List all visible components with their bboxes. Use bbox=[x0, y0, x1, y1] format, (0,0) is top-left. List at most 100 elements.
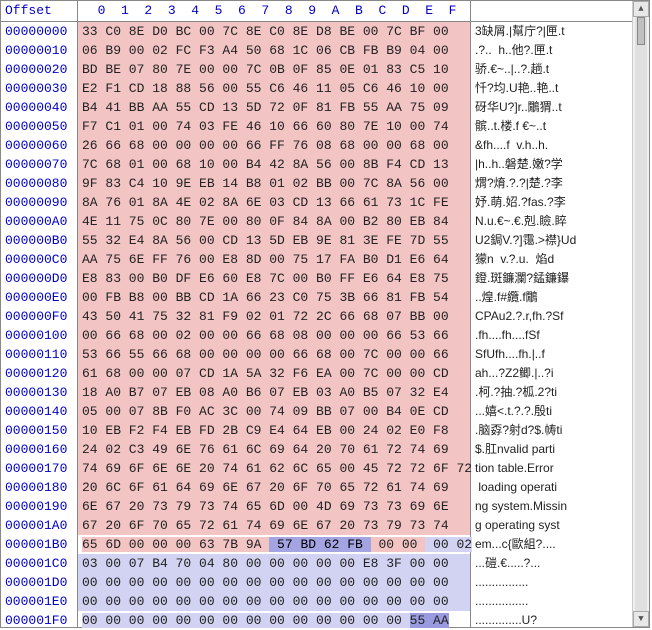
offset-cell: 00000170 bbox=[1, 459, 77, 478]
hex-row[interactable]: 33 C0 8E D0 BC 00 7C 8E C0 8E D8 BE 00 7… bbox=[78, 22, 470, 41]
ascii-column: 3缺屑.|幫庁?|匣.t.?.. h..他?.匣.t骄.€~..|..?.趟.t… bbox=[471, 1, 632, 627]
offset-cell: 000000C0 bbox=[1, 250, 77, 269]
ascii-row: .fh....fh....fSf bbox=[471, 326, 632, 345]
hex-row[interactable]: 65 6D 00 00 00 63 7B 9A 57 BD 62 FB 00 0… bbox=[78, 535, 470, 554]
hex-editor: Offset 000000000000001000000020000000300… bbox=[0, 0, 650, 628]
hex-bytes[interactable]: 57 BD 62 FB bbox=[269, 537, 370, 552]
ascii-row: .?.. h..他?.匣.t bbox=[471, 41, 632, 60]
hex-row[interactable]: 24 02 C3 49 6E 76 61 6C 69 64 20 70 61 7… bbox=[78, 440, 470, 459]
ascii-row: $.肛nvalid parti bbox=[471, 440, 632, 459]
offset-cell: 000000B0 bbox=[1, 231, 77, 250]
ascii-row: &fh....f v.h..h. bbox=[471, 136, 632, 155]
hex-row[interactable]: 4E 11 75 0C 80 7E 00 80 0F 84 8A 00 B2 8… bbox=[78, 212, 470, 231]
hex-row[interactable]: B4 41 BB AA 55 CD 13 5D 72 0F 81 FB 55 A… bbox=[78, 98, 470, 117]
hex-row[interactable]: 00 00 00 00 00 00 00 00 00 00 00 00 00 0… bbox=[78, 592, 470, 611]
hex-row[interactable]: 00 FB B8 00 BB CD 1A 66 23 C0 75 3B 66 8… bbox=[78, 288, 470, 307]
offset-cell: 00000060 bbox=[1, 136, 77, 155]
ascii-row: .脑孬?射d?$.帱ti bbox=[471, 421, 632, 440]
hex-row[interactable]: F7 C1 01 00 74 03 FE 46 10 66 60 80 7E 1… bbox=[78, 117, 470, 136]
hex-column: 0 1 2 3 4 5 6 7 8 9 A B C D E F 33 C0 8E… bbox=[78, 1, 471, 627]
hex-row[interactable]: 53 66 55 66 68 00 00 00 00 66 68 00 7C 0… bbox=[78, 345, 470, 364]
ascii-row: 鐙.斑鐮瀾?錳鐮鑤 bbox=[471, 269, 632, 288]
ascii-row: ng system.Missin bbox=[471, 497, 632, 516]
ascii-rows: 3缺屑.|幫庁?|匣.t.?.. h..他?.匣.t骄.€~..|..?.趟.t… bbox=[471, 22, 632, 627]
ascii-row: ................ bbox=[471, 592, 632, 611]
offset-cell: 00000040 bbox=[1, 98, 77, 117]
offset-cell: 00000150 bbox=[1, 421, 77, 440]
ascii-row: ................ bbox=[471, 573, 632, 592]
offset-cell: 000001D0 bbox=[1, 573, 77, 592]
offset-header: Offset bbox=[1, 1, 77, 22]
ascii-row: tion table.Error bbox=[471, 459, 632, 478]
hex-row[interactable]: 00 66 68 00 02 00 00 66 68 08 00 00 00 6… bbox=[78, 326, 470, 345]
hex-row[interactable]: 6E 67 20 73 79 73 74 65 6D 00 4D 69 73 7… bbox=[78, 497, 470, 516]
ascii-row: U2鋦V.?]霭.>襟}Ud bbox=[471, 231, 632, 250]
offset-cell: 000001F0 bbox=[1, 611, 77, 630]
ascii-row: 骄.€~..|..?.趟.t bbox=[471, 60, 632, 79]
hex-bytes[interactable]: 00 00 bbox=[371, 537, 426, 552]
hex-row[interactable]: E8 83 00 B0 DF E6 60 E8 7C 00 B0 FF E6 6… bbox=[78, 269, 470, 288]
hex-row[interactable]: 06 B9 00 02 FC F3 A4 50 68 1C 06 CB FB B… bbox=[78, 41, 470, 60]
hex-row[interactable]: 43 50 41 75 32 81 F9 02 01 72 2C 66 68 0… bbox=[78, 307, 470, 326]
hex-row[interactable]: 05 00 07 8B F0 AC 3C 00 74 09 BB 07 00 B… bbox=[78, 402, 470, 421]
ascii-row: 髌..t.楼.f €~..t bbox=[471, 117, 632, 136]
hex-bytes[interactable]: 00 00 00 00 00 00 00 00 00 00 00 00 00 0… bbox=[82, 613, 410, 628]
offset-cell: 00000050 bbox=[1, 117, 77, 136]
hex-row[interactable]: E2 F1 CD 18 88 56 00 55 C6 46 11 05 C6 4… bbox=[78, 79, 470, 98]
ascii-row: 3缺屑.|幫庁?|匣.t bbox=[471, 22, 632, 41]
ascii-row: ...嬉<.t.?.?.殷ti bbox=[471, 402, 632, 421]
offset-cell: 00000080 bbox=[1, 174, 77, 193]
scrollbar-thumb[interactable] bbox=[637, 17, 645, 45]
ascii-row: ..............U? bbox=[471, 611, 632, 627]
hex-row[interactable]: AA 75 6E FF 76 00 E8 8D 00 75 17 FA B0 D… bbox=[78, 250, 470, 269]
hex-row[interactable]: 67 20 6F 70 65 72 61 74 69 6E 67 20 73 7… bbox=[78, 516, 470, 535]
hex-bytes[interactable]: 55 AA bbox=[410, 613, 449, 628]
scroll-down-arrow[interactable]: ▼ bbox=[633, 611, 649, 627]
offset-cell: 00000190 bbox=[1, 497, 77, 516]
hex-row[interactable]: 7C 68 01 00 68 10 00 B4 42 8A 56 00 8B F… bbox=[78, 155, 470, 174]
ascii-row: ah...?Z2鲫.|..?i bbox=[471, 364, 632, 383]
offset-cell: 00000120 bbox=[1, 364, 77, 383]
offset-cell: 00000000 bbox=[1, 22, 77, 41]
hex-header: 0 1 2 3 4 5 6 7 8 9 A B C D E F bbox=[78, 1, 470, 22]
hex-bytes[interactable]: 00 02 bbox=[425, 537, 472, 552]
ascii-row: 妤.萌.妱.?fas.?李 bbox=[471, 193, 632, 212]
ascii-row: |h..h..磐楚.嫩?学 bbox=[471, 155, 632, 174]
offset-cell: 00000160 bbox=[1, 440, 77, 459]
hex-row[interactable]: 18 A0 B7 07 EB 08 A0 B6 07 EB 03 A0 B5 0… bbox=[78, 383, 470, 402]
offset-cell: 000000E0 bbox=[1, 288, 77, 307]
offset-cell: 00000010 bbox=[1, 41, 77, 60]
hex-row[interactable]: 10 EB F2 F4 EB FD 2B C9 E4 64 EB 00 24 0… bbox=[78, 421, 470, 440]
ascii-row: CPAu2.?.r,fh.?Sf bbox=[471, 307, 632, 326]
hex-row[interactable]: 20 6C 6F 61 64 69 6E 67 20 6F 70 65 72 6… bbox=[78, 478, 470, 497]
hex-row[interactable]: 00 00 00 00 00 00 00 00 00 00 00 00 00 0… bbox=[78, 611, 470, 630]
offset-cell: 000001A0 bbox=[1, 516, 77, 535]
hex-row[interactable]: 74 69 6F 6E 6E 20 74 61 62 6C 65 00 45 7… bbox=[78, 459, 470, 478]
offset-cell: 000001C0 bbox=[1, 554, 77, 573]
ascii-row: 砑华U?]r..鷳猬..t bbox=[471, 98, 632, 117]
ascii-row: g operating syst bbox=[471, 516, 632, 535]
hex-row[interactable]: 55 32 E4 8A 56 00 CD 13 5D EB 9E 81 3E F… bbox=[78, 231, 470, 250]
hex-row[interactable]: 26 66 68 00 00 00 00 66 FF 76 08 68 00 0… bbox=[78, 136, 470, 155]
hex-row[interactable]: BD BE 07 80 7E 00 00 7C 0B 0F 85 0E 01 8… bbox=[78, 60, 470, 79]
hex-row[interactable]: 00 00 00 00 00 00 00 00 00 00 00 00 00 0… bbox=[78, 573, 470, 592]
offset-cell: 00000140 bbox=[1, 402, 77, 421]
ascii-row: loading operati bbox=[471, 478, 632, 497]
offset-cell: 000001B0 bbox=[1, 535, 77, 554]
hex-rows[interactable]: 33 C0 8E D0 BC 00 7C 8E C0 8E D8 BE 00 7… bbox=[78, 22, 470, 630]
hex-row[interactable]: 03 00 07 B4 70 04 80 00 00 00 00 00 E8 3… bbox=[78, 554, 470, 573]
ascii-row: SfUfh....fh.|..f bbox=[471, 345, 632, 364]
ascii-row: 忏?均.U艳..艳..t bbox=[471, 79, 632, 98]
ascii-row: N.u.€~.€.剋.瞼.睟 bbox=[471, 212, 632, 231]
offset-column: Offset 000000000000001000000020000000300… bbox=[1, 1, 78, 627]
hex-row[interactable]: 8A 76 01 8A 4E 02 8A 6E 03 CD 13 66 61 7… bbox=[78, 193, 470, 212]
scroll-up-arrow[interactable]: ▲ bbox=[633, 1, 649, 17]
ascii-row: 獴n v.?.u. 焰d bbox=[471, 250, 632, 269]
hex-bytes[interactable]: 65 6D 00 00 00 63 7B 9A bbox=[82, 537, 269, 552]
offset-cell: 00000070 bbox=[1, 155, 77, 174]
vertical-scrollbar[interactable]: ▲ ▼ bbox=[632, 1, 649, 627]
ascii-row: ...磑.€.....?... bbox=[471, 554, 632, 573]
scrollbar-track[interactable] bbox=[635, 17, 647, 611]
hex-row[interactable]: 9F 83 C4 10 9E EB 14 B8 01 02 BB 00 7C 8… bbox=[78, 174, 470, 193]
hex-row[interactable]: 61 68 00 00 07 CD 1A 5A 32 F6 EA 00 7C 0… bbox=[78, 364, 470, 383]
